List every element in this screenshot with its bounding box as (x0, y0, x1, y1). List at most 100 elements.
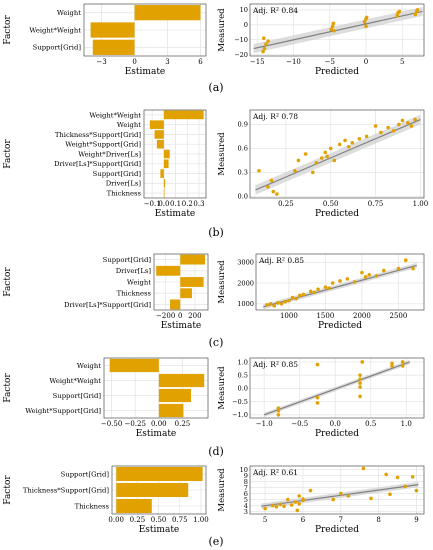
data-point (332, 28, 336, 33)
bar (134, 5, 201, 21)
bar (180, 288, 192, 299)
data-point (323, 150, 328, 155)
category-label: Weight (77, 362, 101, 370)
x-tick-label: 3 (165, 58, 169, 66)
y-tick-label: −10 (234, 36, 248, 44)
data-point (329, 27, 334, 32)
data-point (338, 279, 342, 283)
bar (156, 265, 181, 276)
x-tick-label: 0.3 (193, 200, 204, 208)
panel-e-bar: 0.00 0.25 0.50 0.75 1.00 Support[Grid] Thickne… (3, 465, 209, 535)
y-tick-label: −1.0 (232, 411, 248, 419)
x-tick-label: 1.0 (401, 420, 412, 428)
data-point (331, 21, 336, 26)
bar (149, 120, 164, 129)
data-point (312, 290, 317, 295)
y-tick-label: 0.0 (238, 385, 249, 393)
data-point (297, 502, 301, 506)
data-point (276, 406, 281, 411)
bar (116, 482, 189, 498)
y-tick-label: 1000 (237, 300, 254, 308)
data-point (330, 281, 335, 285)
x-tick-label: −0.25 (124, 420, 145, 428)
fit-line (253, 10, 423, 50)
plot-frame (255, 253, 425, 311)
data-point (262, 46, 267, 51)
y-axis-label: Measured (217, 8, 227, 52)
y-tick-label: 0.3 (238, 169, 249, 177)
x-tick-label: −0.50 (101, 420, 122, 428)
x-tick-label: 0.50 (323, 200, 339, 208)
data-point (289, 503, 294, 507)
data-point (358, 381, 362, 385)
panel-c-bar: −200 0 200 Support[Grid] Driver[Ls] Weight Thi… (3, 253, 209, 331)
bar (163, 149, 170, 159)
data-point (338, 491, 343, 496)
data-point (352, 280, 357, 284)
x-tick-label: −10 (286, 58, 301, 66)
x-tick-label: 0 (132, 58, 136, 66)
x-tick-label: 0.2 (182, 200, 193, 208)
x-tick-label: 0.25 (175, 420, 191, 428)
y-axis-label: Factor (3, 139, 13, 169)
plot-frame (249, 3, 425, 57)
category-label: Thickness*Support[Grid] (55, 131, 141, 139)
x-tick-label: 0.00 (108, 516, 124, 524)
category-label: Support[Grid] (103, 256, 152, 264)
data-point (325, 154, 329, 159)
data-point (271, 189, 276, 194)
x-axis-label: Estimate (139, 525, 180, 535)
x-tick-label: 0.50 (151, 516, 167, 524)
category-label: Weight*Support[Grid] (25, 407, 101, 415)
data-point (364, 134, 369, 139)
y-axis-label: Measured (217, 260, 227, 304)
x-tick-label: 0.75 (368, 200, 384, 208)
plot-frame (249, 109, 425, 199)
data-point (301, 292, 306, 297)
panel-d-label: (d) (208, 445, 224, 458)
x-tick-label: 5 (400, 58, 404, 66)
y-axis-label: Measured (217, 468, 227, 512)
data-point (261, 49, 265, 54)
category-label: Support[Grid] (53, 392, 102, 400)
bar (154, 130, 164, 139)
y-tick-label: 1.0 (238, 358, 249, 366)
category-label: Weight*Weight (29, 26, 81, 34)
data-point (346, 145, 351, 149)
bar (158, 403, 184, 418)
y-axis-label: Factor (3, 267, 13, 297)
data-point (403, 484, 407, 489)
data-point (293, 169, 297, 173)
x-tick-label: −0.5 (291, 420, 308, 428)
data-point (373, 124, 378, 128)
panel-a-scatter: −15 −10 −5 0 5 −20 −10 0 10 Adj. R² 0.84 Predicted… (217, 3, 425, 77)
data-point (358, 394, 362, 399)
data-point (363, 275, 368, 279)
fit-line (263, 361, 411, 416)
r2-annotation: Adj. R² 0.61 (252, 468, 298, 477)
x-axis-label: Predicted (318, 321, 362, 331)
data-point (345, 277, 350, 281)
data-point (415, 8, 420, 12)
bar (160, 169, 164, 178)
x-tick-label: 0.5 (365, 420, 376, 428)
panel-a-bar: −3 0 3 6 Weight Weight*Weight Support[Grid] Est… (3, 3, 207, 77)
data-point (364, 15, 369, 20)
bar (158, 388, 191, 403)
r2-annotation: Adj. R² 0.84 (252, 6, 298, 15)
x-tick-label: 8 (376, 516, 380, 524)
data-point (257, 169, 261, 173)
plot-frame (111, 465, 207, 515)
data-point (400, 360, 405, 364)
plot-frame (153, 253, 209, 311)
data-point (382, 268, 386, 273)
bar (156, 139, 164, 149)
category-label: Driver[Ls] (106, 180, 142, 188)
x-axis-label: Predicted (315, 525, 359, 535)
category-label: Thickness (117, 290, 152, 298)
category-label: Driver[Ls]*Support[Grid] (64, 301, 151, 309)
data-point (332, 158, 337, 163)
r2-annotation: Adj. R² 0.78 (252, 112, 298, 121)
x-axis-label: Estimate (136, 429, 177, 439)
data-point (395, 475, 400, 480)
